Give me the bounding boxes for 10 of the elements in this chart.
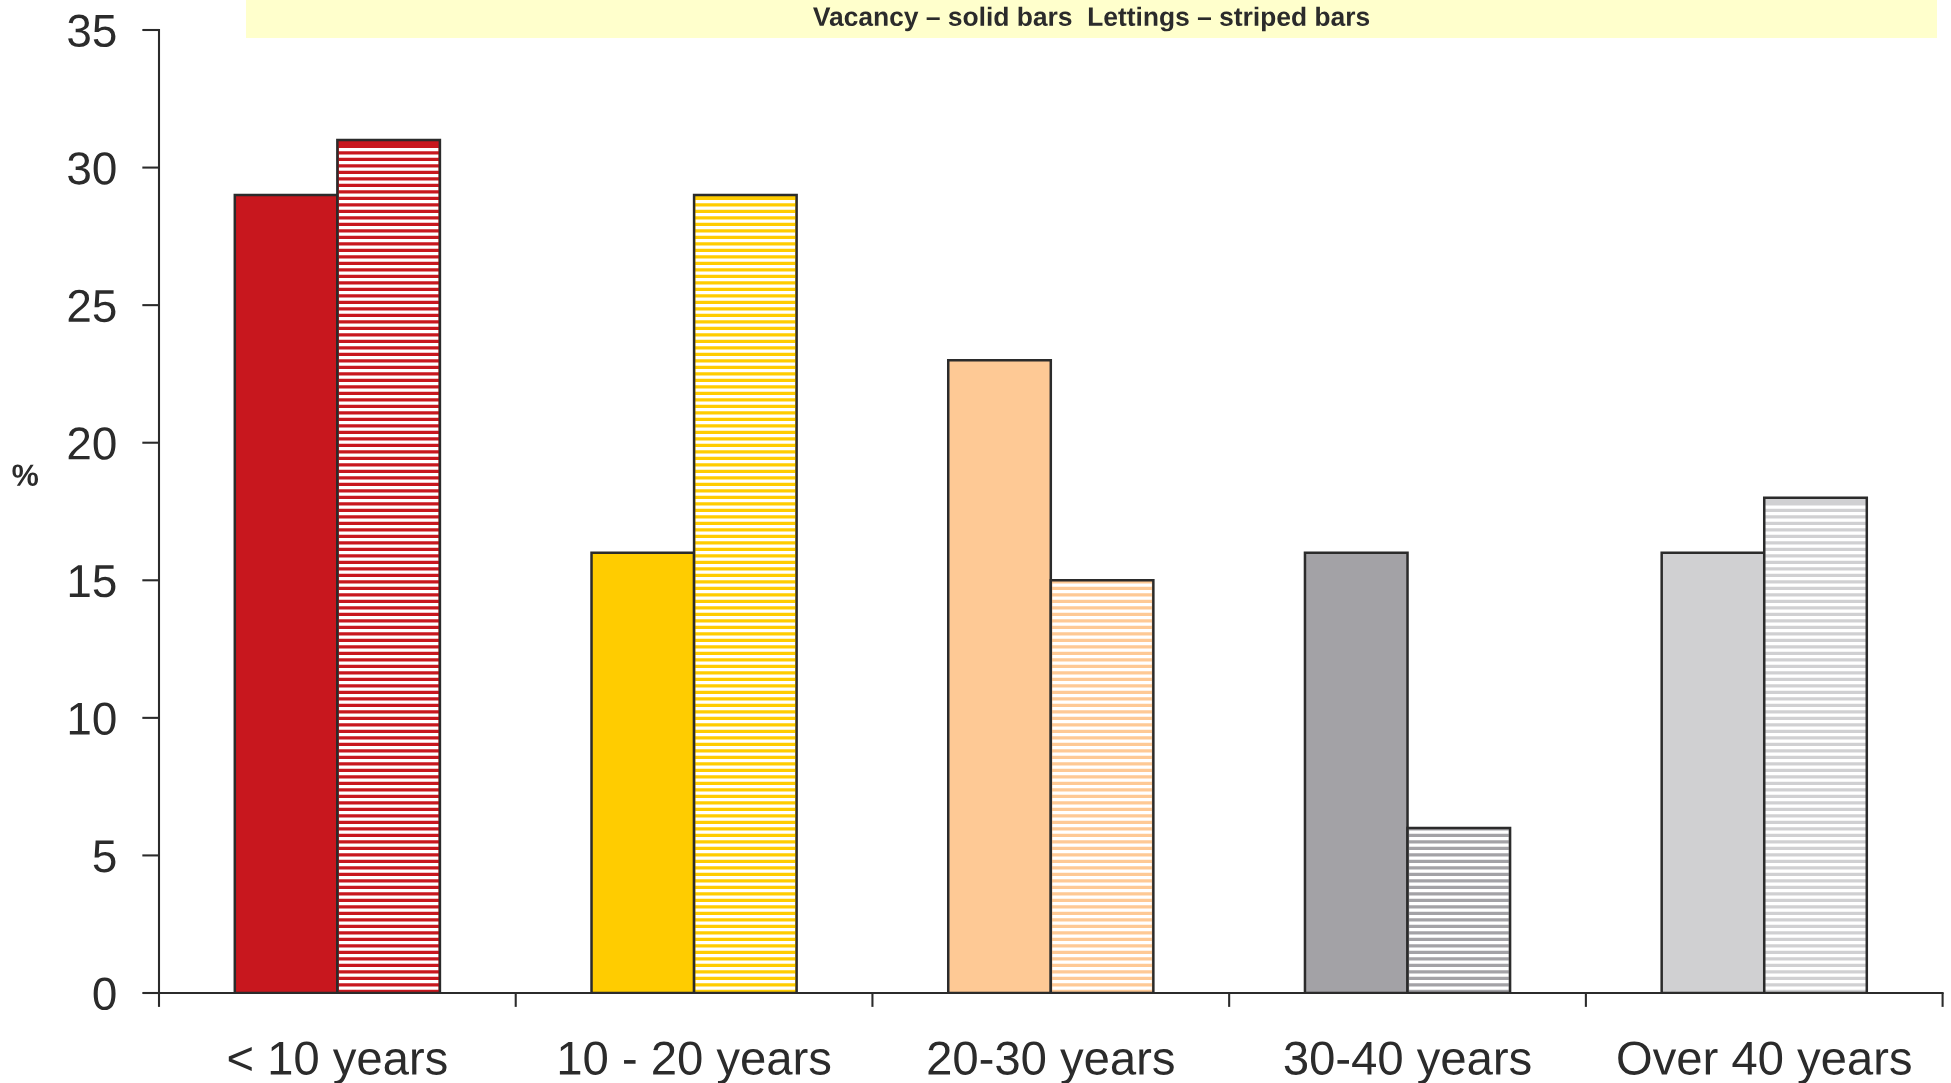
y-tick-label: 35	[68, 14, 116, 48]
y-tick-label: 15	[69, 565, 116, 598]
y-tick-label: 20	[68, 427, 116, 460]
y-tick-label: 10	[69, 702, 116, 735]
y-tick-label: 0	[93, 977, 116, 1011]
chart-title: Vacancy – solid bars Lettings – striped bars	[813, 6, 1370, 32]
y-tick-label: 25	[68, 289, 116, 323]
y-axis-title: %	[12, 464, 39, 486]
y-tick-label: 30	[68, 152, 116, 185]
y-tick-label: 5	[93, 840, 116, 873]
